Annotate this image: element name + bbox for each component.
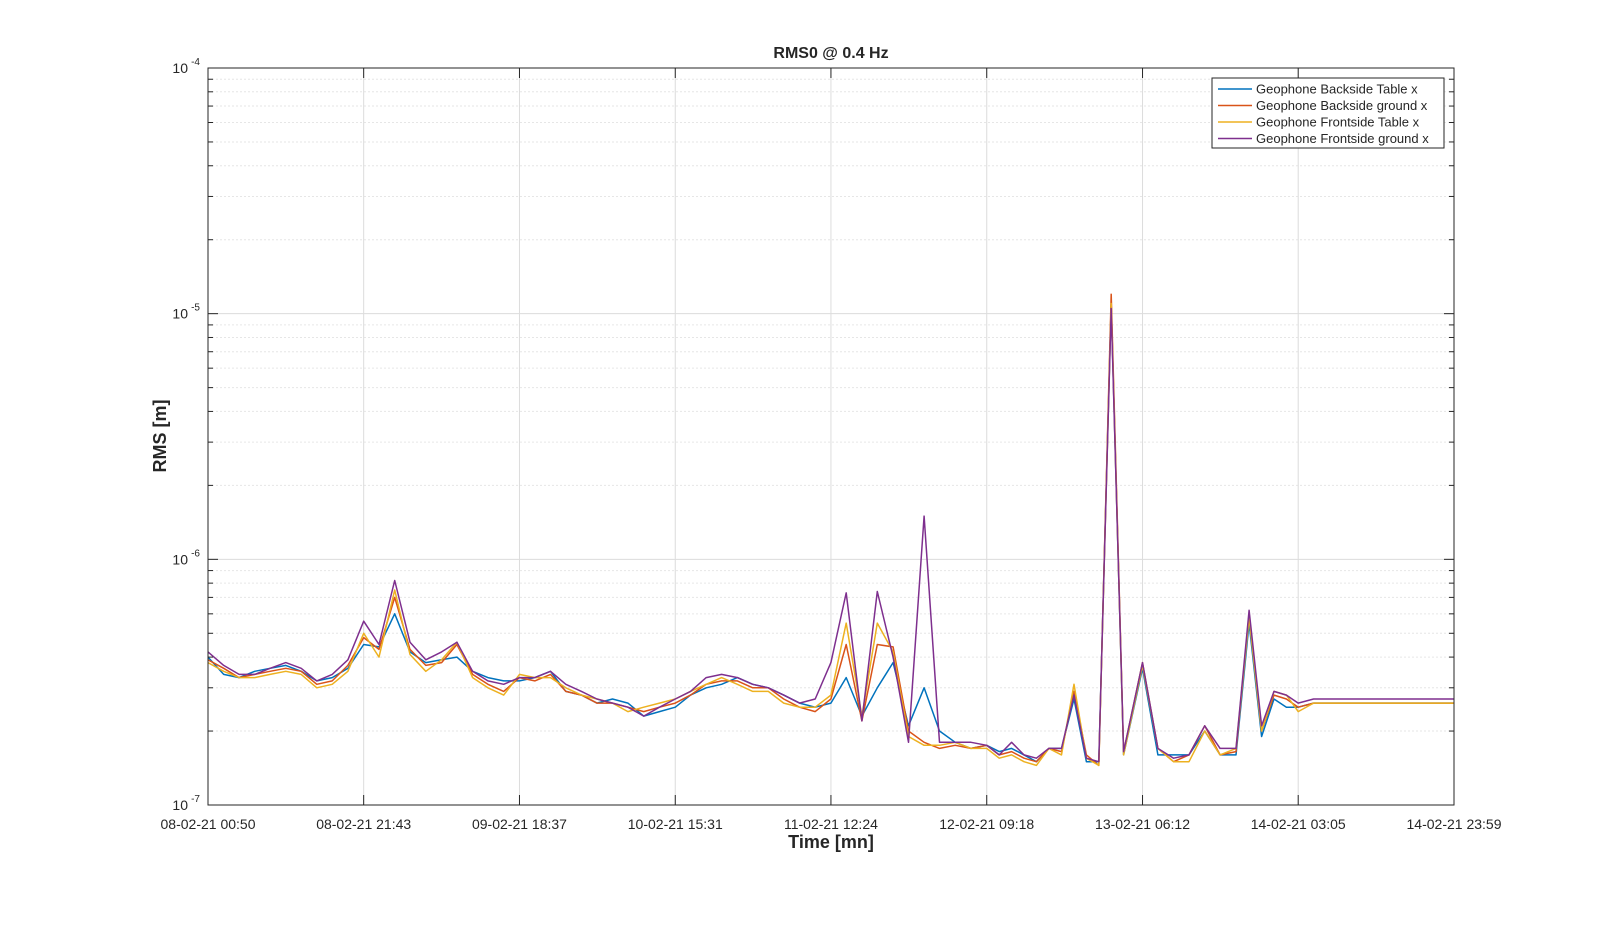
legend-entry: Geophone Frontside Table x bbox=[1256, 115, 1420, 130]
y-tick-base: 10 bbox=[172, 306, 188, 322]
y-tick-base: 10 bbox=[172, 797, 188, 813]
x-tick-label: 14-02-21 23:59 bbox=[1407, 816, 1502, 832]
x-tick-label: 12-02-21 09:18 bbox=[939, 816, 1034, 832]
y-tick-labels: 10-710-610-510-4 bbox=[172, 57, 200, 813]
x-tick-labels: 08-02-21 00:50 08-02-21 21:43 09-02-21 18:… bbox=[161, 816, 1502, 832]
y-tick-label: 10 -6 bbox=[172, 548, 200, 567]
x-tick-label: 09-02-21 18:37 bbox=[472, 816, 567, 832]
x-axis-title: Time [mn] bbox=[788, 832, 874, 852]
series-layer bbox=[207, 293, 1454, 767]
ticks bbox=[207, 67, 1455, 806]
y-axis-title: RMS [m] bbox=[150, 400, 170, 473]
y-tick-base: 10 bbox=[172, 551, 188, 567]
y-tick-base: 10 bbox=[172, 60, 188, 76]
grid bbox=[207, 67, 1455, 806]
x-tick-label: 10-02-21 15:31 bbox=[628, 816, 723, 832]
y-tick-exponent: -5 bbox=[191, 303, 200, 314]
chart-title: RMS0 @ 0.4 Hz bbox=[773, 45, 888, 62]
x-tick-label: 11-02-21 12:24 bbox=[784, 816, 878, 832]
legend-entry: Geophone Backside Table x bbox=[1256, 82, 1418, 97]
y-tick-label: 10 -4 bbox=[172, 57, 200, 76]
x-tick-label: 08-02-21 00:50 bbox=[161, 816, 256, 832]
x-tick-label: 13-02-21 06:12 bbox=[1095, 816, 1190, 832]
x-tick-label: 14-02-21 03:05 bbox=[1251, 816, 1346, 832]
legend-entry: Geophone Backside ground x bbox=[1256, 98, 1428, 113]
series-line-4 bbox=[207, 307, 1454, 763]
y-tick-label: 10 -5 bbox=[172, 303, 200, 322]
x-tick-label: 08-02-21 21:43 bbox=[316, 816, 411, 832]
y-tick-label: 10 -7 bbox=[172, 794, 200, 813]
legend-entry: Geophone Frontside ground x bbox=[1256, 131, 1429, 146]
y-tick-exponent: -4 bbox=[191, 57, 200, 68]
y-tick-exponent: -7 bbox=[191, 794, 200, 805]
y-tick-exponent: -6 bbox=[191, 548, 200, 559]
